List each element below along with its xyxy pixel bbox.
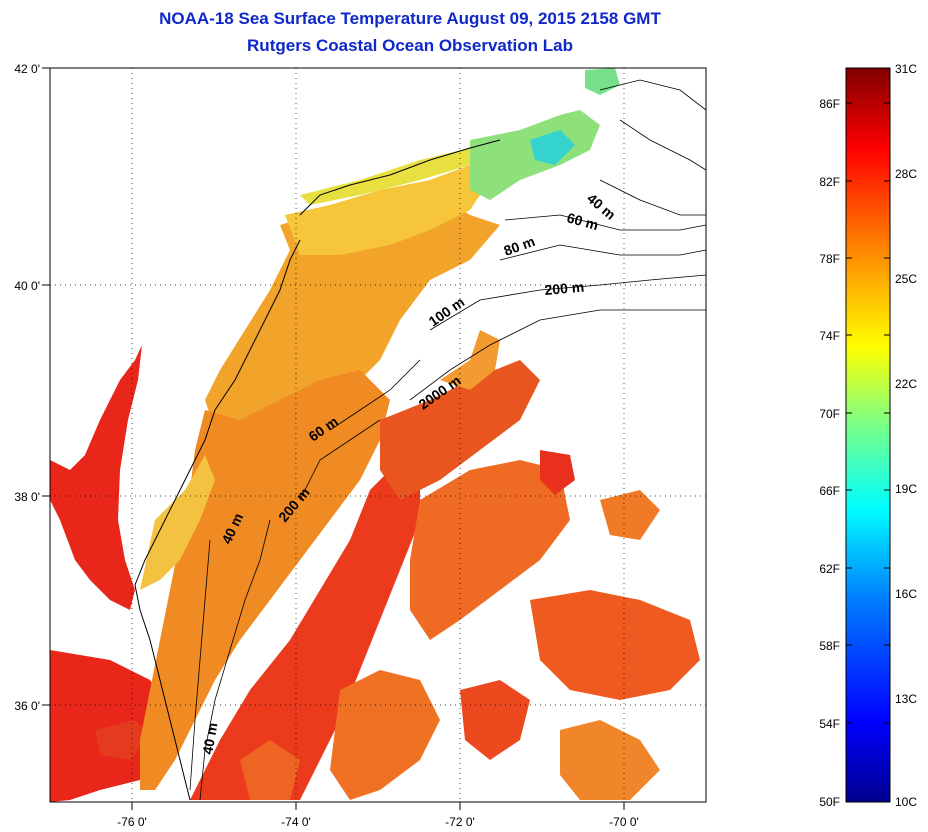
sst-data-layer (50, 68, 706, 802)
colorbar-f-label: 62F (819, 562, 840, 576)
axis-ticks (42, 67, 625, 810)
colorbar-c-label: 16C (895, 587, 917, 601)
shelf-water-north (205, 195, 500, 460)
map-title: NOAA-18 Sea Surface Temperature August 0… (159, 9, 661, 28)
contour-label: 200 m (544, 279, 585, 298)
colorbar-f-label: 86F (819, 97, 840, 111)
offshore-patch-10 (240, 740, 300, 800)
colorbar-c-label: 10C (895, 795, 917, 809)
offshore-patch-8 (440, 330, 500, 390)
lon-label: -70 0' (609, 815, 639, 829)
colorbar-f-label: 66F (819, 484, 840, 498)
contour-label: 60 m (565, 209, 600, 233)
offshore-patch-2 (410, 460, 570, 640)
offshore-patch-3 (540, 450, 575, 495)
lon-label: -76 0' (117, 815, 147, 829)
shelf-water-yellow-south (140, 455, 215, 590)
colorbar-f-label: 58F (819, 639, 840, 653)
colorbar-ticks (846, 102, 890, 724)
map-subtitle: Rutgers Coastal Ocean Observation Lab (247, 36, 573, 55)
colorbar-c-label: 13C (895, 692, 917, 706)
colorbar-c-label: 22C (895, 377, 917, 391)
offshore-patch-9 (600, 490, 660, 540)
shelf-water-yellow (285, 165, 490, 255)
lat-label: 38 0' (14, 490, 40, 504)
map-frame (49, 67, 707, 803)
offshore-warm-water (190, 460, 420, 800)
colorbar-f-label: 54F (819, 717, 840, 731)
colorbar-c-label: 25C (895, 272, 917, 286)
colorbar-c-label: 19C (895, 482, 917, 496)
colorbar-c-label: 28C (895, 167, 917, 181)
shelf-contour-lines (189, 214, 706, 801)
lat-label: 40 0' (14, 279, 40, 293)
bay-water-2 (95, 720, 150, 760)
colorbar-f-label: 82F (819, 175, 840, 189)
chesapeake-bay-water (50, 345, 142, 610)
offshore-patch-4 (530, 590, 700, 700)
northeast-land-outline (599, 79, 706, 216)
colorbar-f-label: 74F (819, 329, 840, 343)
lon-label: -72 0' (445, 815, 475, 829)
lat-label: 42 0' (14, 62, 40, 76)
long-island-sound-water (300, 148, 500, 205)
lat-label: 36 0' (14, 699, 40, 713)
cold-pool-water (530, 130, 575, 165)
coastline (134, 139, 501, 801)
colorbar-gradient (845, 67, 891, 803)
contour-label: 40 m (199, 721, 220, 755)
colorbar: 86F 82F 78F 74F 70F 66F 62F 58F 54F 50F … (819, 62, 917, 809)
colorbar-c-label: 31C (895, 62, 917, 76)
colorbar-f-label: 50F (819, 795, 840, 809)
colorbar-f-label: 70F (819, 407, 840, 421)
offshore-patch-7 (560, 720, 660, 800)
offshore-patch-1 (380, 360, 540, 500)
offshore-patch-6 (460, 680, 530, 760)
colorbar-f-label: 78F (819, 252, 840, 266)
lon-label: -74 0' (281, 815, 311, 829)
offshore-patch-5 (330, 670, 440, 800)
cape-cod-water (585, 68, 620, 95)
